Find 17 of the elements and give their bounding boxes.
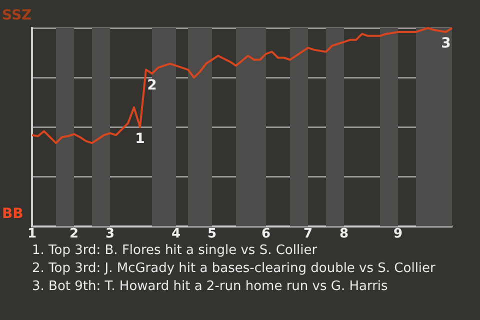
x-tick-label: 7 [303,226,313,242]
text: 3. Bot 9th: T. Howard hit a 2-run home run vs G. Harris [32,278,389,296]
annotation: 2 [147,77,157,94]
x-tick-label: 4 [171,226,181,242]
text: 1. Top 3rd: B. Flores hit a single vs S. Collier [32,242,318,260]
text: BB [2,206,24,222]
text: SSZ [2,8,32,24]
x-tick-label: 6 [261,226,271,242]
x-tick-label: 1 [27,226,37,242]
annotation: 1 [135,130,145,147]
x-tick-label: 9 [393,226,403,242]
annotation: 3 [441,36,451,52]
x-tick-label: 8 [339,226,349,242]
x-tick-label: 5 [207,226,217,242]
x-tick-label: 2 [69,226,79,242]
x-tick-label: 3 [105,226,115,242]
text: 2. Top 3rd: J. McGrady hit a bases-clearing double vs S. Collier [32,260,436,278]
